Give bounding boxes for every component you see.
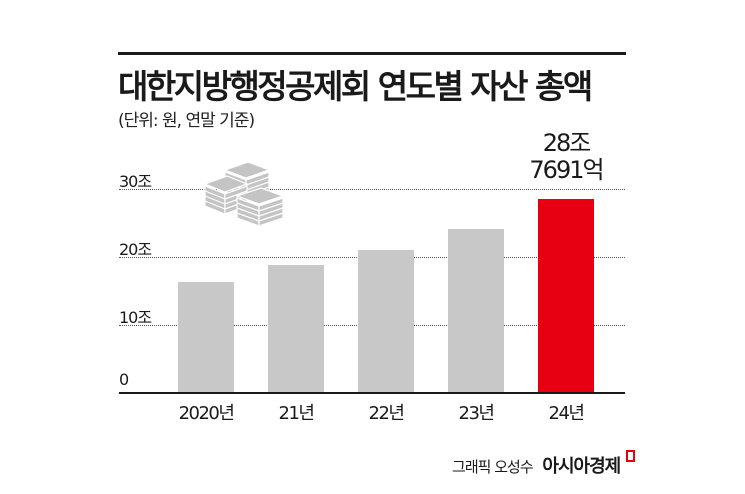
value-annotation-2024: 28조 7691억 bbox=[516, 130, 616, 184]
bar-2023 bbox=[448, 229, 504, 392]
y-tick-0: 0 bbox=[119, 370, 129, 389]
chart-title: 대한지방행정공제회 연도별 자산 총액 bbox=[118, 67, 593, 106]
y-tick-20: 20조 bbox=[119, 240, 152, 259]
title-rule bbox=[118, 52, 626, 55]
graphic-credit: 그래픽 오성수 bbox=[452, 458, 534, 476]
y-tick-10: 10조 bbox=[119, 308, 152, 327]
credit-line: 그래픽 오성수 아시아경제 bbox=[452, 450, 635, 478]
x-label-2021: 21년 bbox=[278, 403, 315, 424]
x-label-2023: 23년 bbox=[458, 403, 495, 424]
brand-mark-icon bbox=[626, 450, 635, 462]
x-label-2024: 24년 bbox=[548, 403, 585, 424]
x-axis-line bbox=[119, 392, 625, 394]
x-label-2020: 2020년 bbox=[178, 403, 235, 424]
brand-logo: 아시아경제 bbox=[542, 456, 621, 477]
bar-2024-highlight bbox=[538, 199, 594, 392]
annotation-line2: 7691억 bbox=[529, 156, 604, 184]
bar-2021 bbox=[268, 265, 324, 392]
bar-2022 bbox=[358, 250, 414, 392]
bar-2020 bbox=[178, 282, 234, 392]
x-label-2022: 22년 bbox=[368, 403, 405, 424]
gridline-30 bbox=[119, 189, 625, 190]
y-tick-30: 30조 bbox=[119, 172, 152, 191]
chart-subtitle: (단위: 원, 연말 기준) bbox=[118, 111, 255, 131]
annotation-line1: 28조 bbox=[542, 129, 592, 157]
money-stack-icon bbox=[203, 161, 285, 227]
